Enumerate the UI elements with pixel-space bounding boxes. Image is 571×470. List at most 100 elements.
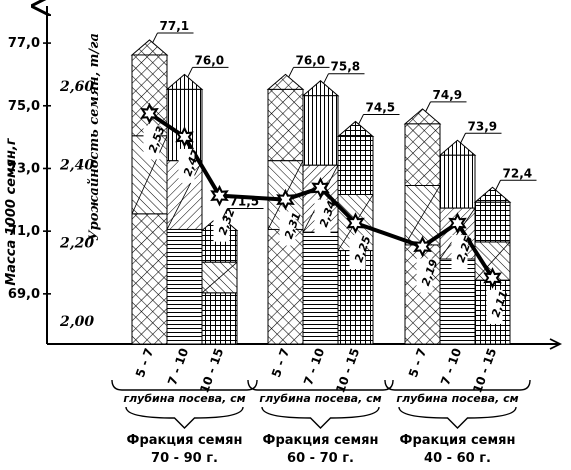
depth-tick-label: 7 - 10 [301,346,327,387]
bar-0-2 [200,214,239,345]
bar-section-lower [439,258,476,345]
yield-tick-label: 2,60 [59,79,94,95]
depth-tick-label: 10 - 15 [470,346,499,395]
mass-value-label: 74,9 [433,88,463,102]
bar-section-upper [439,154,476,209]
mass-tick-label: 73,0 [8,161,40,176]
yield-label-bg [349,235,366,270]
mass-value-label: 74,5 [366,100,396,114]
bar-roof [130,39,169,56]
mass-value-label: 77,1 [160,19,190,33]
bar-section-upper [404,123,441,187]
yield-point-marker [311,177,330,199]
mass-tick-label: 71,0 [8,224,40,239]
bar-accent-line [201,261,238,294]
yield-tick-label: 2,20 [59,236,94,252]
yield-label-bg [143,125,160,160]
bar-roof [301,80,340,97]
mass-label-leader [460,133,466,144]
mass-label-leader [187,67,193,78]
yield-label-bg [451,235,468,270]
mass-tick-label: 69,0 [8,287,40,302]
yield-point-marker [175,126,194,148]
mass-label-leader [358,114,364,125]
mass-label-leader [495,180,501,191]
group-label-line1: Фракция семян [400,433,516,448]
yield-label-bg [486,289,503,324]
yield-point-marker [276,188,295,211]
axes: 77,0 75,0 73,0 71,0 69,0 2,60 2,40 2,20 2,00 Масс… [4,6,563,350]
mass-value-label: 76,0 [195,53,225,67]
mass-label-leader [222,208,228,219]
yield-line: 2,532,472,32 2,31 2,342,252,192,252,11 [140,102,511,324]
x-axis-arrow [549,338,563,350]
yield-label-bg [279,211,296,246]
depth-tick-label: 5 - 7 [269,346,292,379]
yield-label-bg [314,199,331,234]
bar-0-1 [165,73,204,345]
bar-section-upper [474,201,511,243]
depth-caption: глубина посева, см [123,392,245,405]
bar-section-lower [201,292,238,345]
depth-caption: глубина посева, см [396,392,518,405]
yield-label-bg [416,258,433,293]
mass-label-leader [323,73,329,84]
mass-label-leader [152,32,158,44]
depth-tick-label: 10 - 15 [333,346,362,395]
bar-section-lower [166,228,203,345]
group-label-line2: 70 - 90 г. [151,451,218,466]
bar-accent-line [166,160,203,230]
bar-roof [165,73,204,90]
yield-tick-label: 2,00 [59,314,94,330]
yield-label-bg [213,207,230,242]
caption-brace [398,406,517,429]
bar-roof [473,186,512,203]
bar-1-1 [301,80,340,345]
yield-point-marker [210,184,229,207]
mass-tick-label: 77,0 [8,36,40,51]
mass-value-label: 76,0 [296,53,326,67]
depth-tick-label: 5 - 7 [406,346,429,379]
bars [130,39,512,345]
bar-accent-line [474,241,511,281]
mass-value-label: 75,8 [331,60,361,74]
group-brace [111,379,258,391]
bar-roof [438,139,477,156]
group-brace [247,379,394,391]
mass-label-leader [288,67,294,78]
mass-value-label: 72,4 [503,166,533,180]
bar-section-lower [131,213,168,345]
group-label-line2: 40 - 60 г. [424,451,491,466]
bar-section-upper [337,135,374,196]
mass-axis-title: Масса 1000 семян,г [4,137,19,286]
yield-point-marker [413,235,432,258]
yield-point-marker [140,102,159,125]
bar-accent-line [131,135,168,215]
yield-point-marker [346,212,365,234]
group-label-line1: Фракция семян [263,433,379,448]
bar-2-0 [403,108,442,345]
mass-value-label: 73,9 [468,119,498,133]
yield-label-bg [178,148,195,183]
mass-tick-label: 75,0 [8,99,40,114]
bar-accent-line [404,185,441,246]
yield-tick-label: 2,40 [59,157,94,173]
bar-roof [336,120,375,137]
caption-brace [261,406,380,429]
mass-value-label: 71,5 [230,194,260,208]
bar-roof [266,73,305,90]
bar-section-upper [302,95,339,166]
yield-point-marker [483,267,502,289]
bar-section-lower [267,228,304,345]
yield-point-marker [448,212,467,234]
bar-accent-line [302,165,339,233]
depth-caption: глубина посева, см [259,392,381,405]
depth-tick-label: 5 - 7 [133,346,156,379]
bar-section-lower [302,231,339,345]
bar-roof [403,108,442,125]
group-label-line1: Фракция семян [127,433,243,448]
group-label-line2: 60 - 70 г. [287,451,354,466]
group-brace [384,379,531,391]
